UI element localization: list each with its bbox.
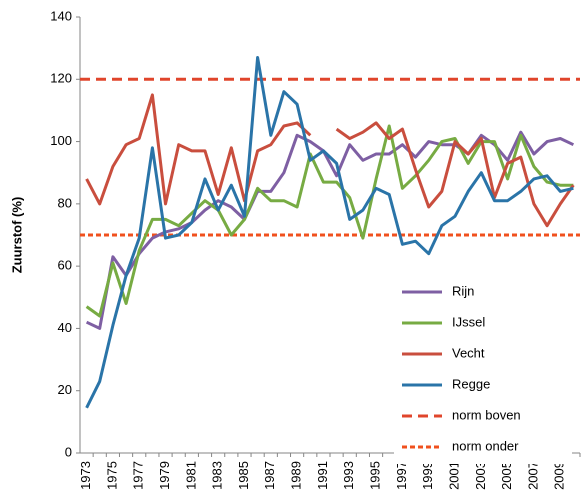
x-tick-label: 1975 xyxy=(104,461,119,490)
y-tick-label: 20 xyxy=(58,382,72,397)
x-tick-label: 2003 xyxy=(473,461,488,490)
legend-label: Regge xyxy=(452,376,490,391)
y-tick-label: 80 xyxy=(58,195,72,210)
x-tick-label: 1999 xyxy=(420,461,435,490)
y-tick-label: 100 xyxy=(50,133,72,148)
y-tick-label: 60 xyxy=(58,258,72,273)
x-tick-label: 1985 xyxy=(236,461,251,490)
x-tick-label: 1981 xyxy=(183,461,198,490)
legend-label: IJssel xyxy=(452,314,485,329)
x-tick-label: 2009 xyxy=(552,461,567,490)
y-tick-label: 0 xyxy=(65,444,72,459)
x-tick-label: 1977 xyxy=(131,461,146,490)
x-tick-label: 1989 xyxy=(289,461,304,490)
x-tick-label: 2007 xyxy=(525,461,540,490)
x-tick-label: 1987 xyxy=(262,461,277,490)
x-tick-label: 2001 xyxy=(446,461,461,490)
x-tick-label: 1973 xyxy=(78,461,93,490)
series-line xyxy=(85,124,574,318)
x-tick-label: 1983 xyxy=(210,461,225,490)
legend-label: Rijn xyxy=(452,283,474,298)
y-tick-label: 140 xyxy=(50,8,72,23)
x-tick-label: 1995 xyxy=(367,461,382,490)
x-tick-label: 1997 xyxy=(394,461,409,490)
series-line xyxy=(85,93,575,228)
series-line xyxy=(85,130,575,330)
y-axis-label: Zuurstof (%) xyxy=(9,197,24,274)
legend-label: norm onder xyxy=(452,438,519,453)
x-tick-label: 1979 xyxy=(157,461,172,490)
series-line xyxy=(85,56,574,409)
y-tick-label: 120 xyxy=(50,71,72,86)
x-tick-label: 1993 xyxy=(341,461,356,490)
x-tick-label: 2005 xyxy=(499,461,514,490)
legend-box xyxy=(394,276,572,464)
x-tick-label: 1991 xyxy=(315,461,330,490)
legend-label: Vecht xyxy=(452,345,485,360)
y-tick-label: 40 xyxy=(58,320,72,335)
legend-label: norm boven xyxy=(452,407,521,422)
